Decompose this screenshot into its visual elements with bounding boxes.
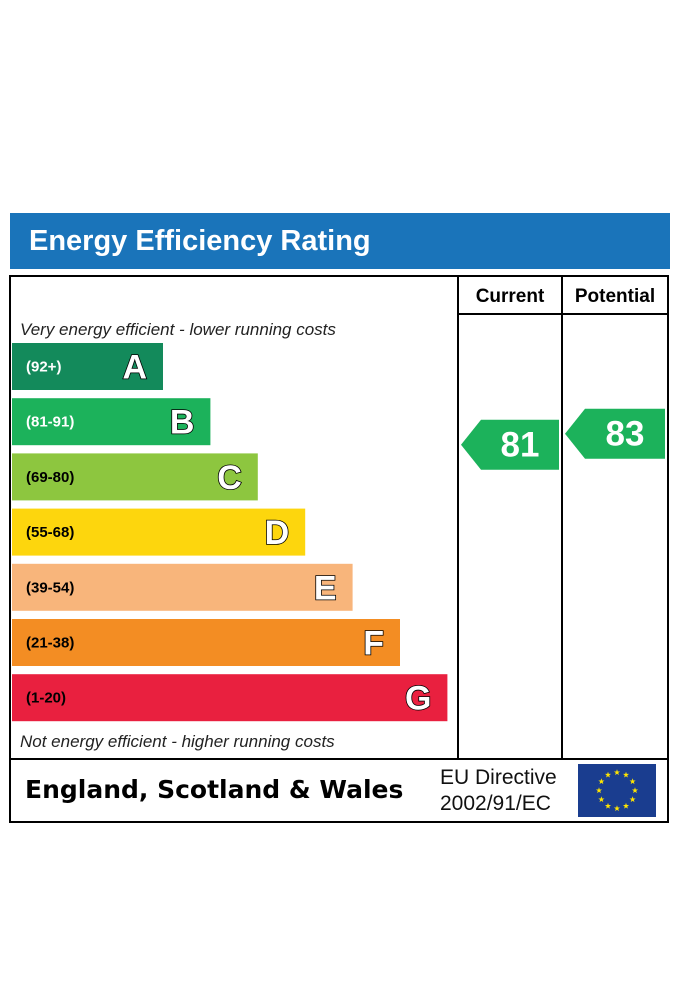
- band-c: [12, 453, 258, 501]
- eu-flag-icon: [578, 764, 656, 817]
- region-label: England, Scotland & Wales: [25, 775, 403, 804]
- current-rating-arrow: [461, 419, 559, 470]
- eu-star-icon: [622, 802, 630, 809]
- directive-number: 2002/91/EC: [440, 792, 551, 815]
- band-b-letter: B: [170, 404, 195, 442]
- band-g: [12, 674, 448, 722]
- directive-label: EU Directive: [440, 766, 557, 789]
- eu-star-icon: [598, 796, 605, 803]
- band-a: [12, 343, 163, 390]
- eu-star-icon: [598, 778, 605, 785]
- band-g-letter: G: [405, 680, 431, 718]
- eu-star-icon: [629, 778, 636, 785]
- band-c-letter: C: [217, 459, 242, 497]
- band-d-letter: D: [265, 514, 290, 552]
- band-b-range: (81-91): [26, 414, 74, 431]
- title-bar: [10, 213, 670, 269]
- current-column-header: Current: [476, 286, 545, 307]
- potential-column-header: Potential: [575, 286, 655, 307]
- band-b: [12, 398, 211, 446]
- band-e: [12, 563, 353, 611]
- eu-star-icon: [613, 805, 621, 812]
- eu-star-icon: [604, 802, 612, 809]
- eu-star-icon: [595, 787, 603, 794]
- eu-star-icon: [631, 787, 639, 794]
- band-g-range: (1-20): [26, 690, 66, 707]
- band-f-range: (21-38): [26, 635, 74, 652]
- band-e-letter: E: [314, 569, 337, 607]
- chart-title: Energy Efficiency Rating: [29, 225, 371, 257]
- rating-bands: (92+) A (81-91) B (69-80) C (55-68) D (39-54) E (2…: [12, 343, 448, 722]
- current-rating-value: 81: [501, 426, 540, 465]
- top-efficiency-note: Very energy efficient - lower running co…: [20, 320, 336, 339]
- eu-star-icon: [622, 771, 630, 778]
- rating-arrows: 81 83: [461, 408, 665, 470]
- eu-star-icon: [629, 796, 636, 803]
- band-f-letter: F: [363, 625, 384, 663]
- eu-star-icon: [604, 771, 612, 778]
- band-c-range: (69-80): [26, 469, 74, 486]
- bottom-efficiency-note: Not energy efficient - higher running co…: [20, 732, 335, 751]
- band-d-range: (55-68): [26, 524, 74, 541]
- band-f: [12, 619, 400, 666]
- band-e-range: (39-54): [26, 579, 74, 596]
- chart-frame: [9, 275, 669, 823]
- band-a-letter: A: [122, 349, 147, 387]
- eu-star-icon: [613, 769, 621, 776]
- potential-rating-value: 83: [606, 415, 645, 454]
- potential-rating-arrow: [565, 408, 665, 459]
- band-d: [12, 508, 306, 556]
- band-a-range: (92+): [26, 359, 61, 376]
